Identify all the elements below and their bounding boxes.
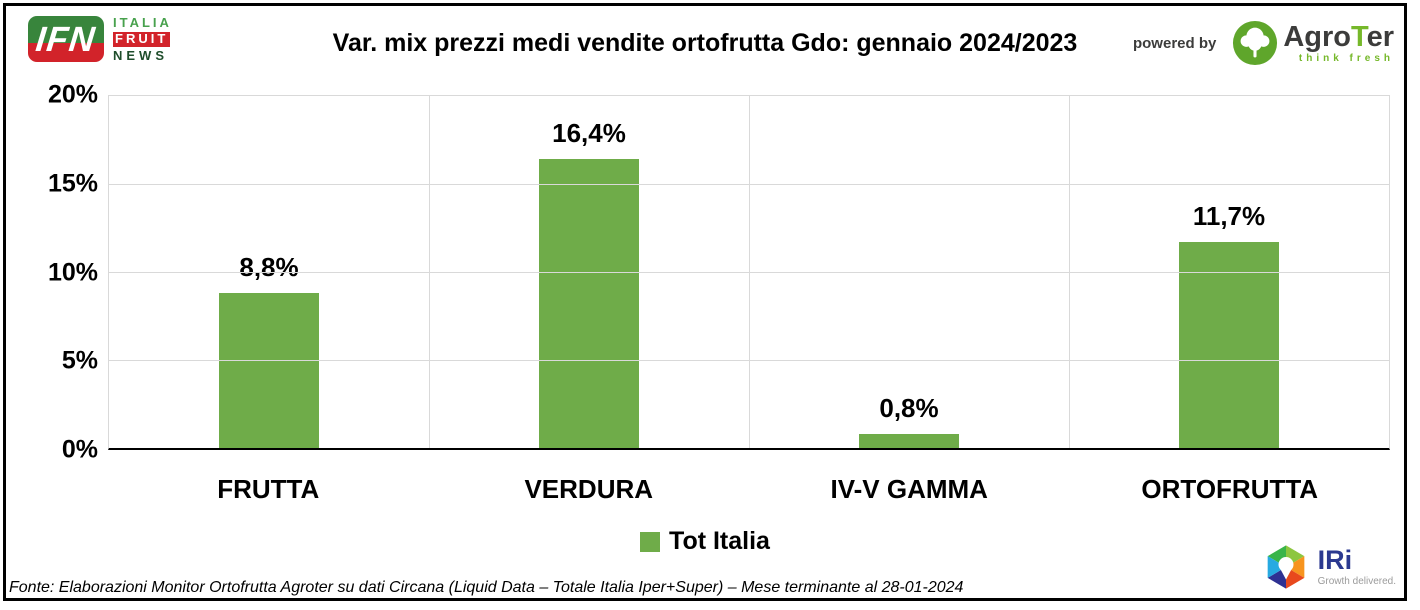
iri-wordmark: IRi Growth delivered.: [1317, 545, 1396, 588]
plot-area: 8,8% 16,4% 0,8% 11,7%: [108, 95, 1390, 450]
agroter-name-post: er: [1366, 20, 1394, 53]
chart-title: Var. mix prezzi medi vendite ortofrutta …: [332, 29, 1078, 57]
category-label: FRUTTA: [217, 474, 320, 504]
ifn-logo: IFN ITALIA FRUIT NEWS: [28, 15, 172, 63]
gridline-vertical: [749, 96, 750, 448]
iri-tagline: Growth delivered.: [1317, 576, 1396, 587]
bar-column: 8,8%: [109, 96, 429, 448]
bar-value-label: 16,4%: [552, 118, 626, 149]
agroter-name-pre: Agro: [1283, 20, 1352, 53]
category-label: ORTOFRUTTA: [1141, 474, 1319, 504]
source-note: Fonte: Elaborazioni Monitor Ortofrutta A…: [9, 579, 964, 596]
bar-ortofrutta: [1179, 242, 1279, 448]
ifn-badge-green-half: [28, 16, 104, 44]
ifn-line-fruit: FRUIT: [113, 31, 171, 47]
agroter-wordmark: AgroTer think fresh: [1283, 20, 1394, 64]
ifn-badge-red-half: [28, 43, 104, 63]
legend: Tot Italia: [6, 527, 1404, 556]
bar-value-label: 0,8%: [879, 392, 939, 423]
agroter-name: AgroTer: [1283, 20, 1394, 53]
bar-verdura: [539, 159, 639, 448]
powered-by-block: powered by AgroTer think fresh: [1133, 20, 1394, 66]
gridline-horizontal: [109, 360, 1389, 361]
agroter-tree-icon: [1233, 20, 1278, 66]
bar-value-label: 8,8%: [239, 252, 299, 283]
y-tick-label: 20%: [47, 80, 98, 109]
legend-swatch: [640, 531, 661, 552]
gridline-vertical: [1069, 96, 1070, 448]
bar-value-label: 11,7%: [1192, 201, 1266, 232]
chart-frame: IFN ITALIA FRUIT NEWS Var. mix prezzi me…: [3, 3, 1407, 601]
y-tick-label: 0%: [61, 435, 98, 464]
y-tick-label: 10%: [47, 258, 98, 286]
powered-by-label: powered by: [1132, 34, 1217, 52]
ifn-abbr: IFN: [34, 19, 98, 59]
agroter-name-t: T: [1351, 20, 1367, 53]
bar-frutta: [219, 293, 319, 448]
ifn-badge-icon: IFN: [28, 16, 104, 63]
y-axis: 20% 15% 10% 5% 0%: [6, 81, 98, 464]
ifn-wordmark: ITALIA FRUIT NEWS: [113, 15, 172, 63]
bar-column: 11,7%: [1069, 96, 1389, 448]
y-tick-label: 5%: [61, 346, 98, 375]
iri-name: IRi: [1317, 545, 1353, 575]
bar-column: 0,8%: [749, 96, 1069, 448]
agroter-tagline: think fresh: [1298, 52, 1394, 64]
ifn-line-news: NEWS: [113, 47, 168, 63]
iri-hexagon-icon: [1267, 545, 1304, 589]
bar-column: 16,4%: [429, 96, 749, 448]
legend-label: Tot Italia: [669, 527, 770, 555]
iri-logo: IRi Growth delivered.: [1261, 540, 1396, 594]
category-label: VERDURA: [524, 474, 654, 504]
agroter-logo: AgroTer think fresh: [1232, 20, 1394, 66]
bar-iv-v-gamma: [859, 433, 959, 448]
category-label: IV-V GAMMA: [830, 474, 988, 504]
y-tick-label: 15%: [47, 169, 98, 198]
ifn-line-italia: ITALIA: [113, 15, 172, 30]
plot-columns: 8,8% 16,4% 0,8% 11,7%: [109, 96, 1389, 448]
x-axis-labels: FRUTTA VERDURA IV-V GAMMA ORTOFRUTTA: [108, 474, 1390, 505]
